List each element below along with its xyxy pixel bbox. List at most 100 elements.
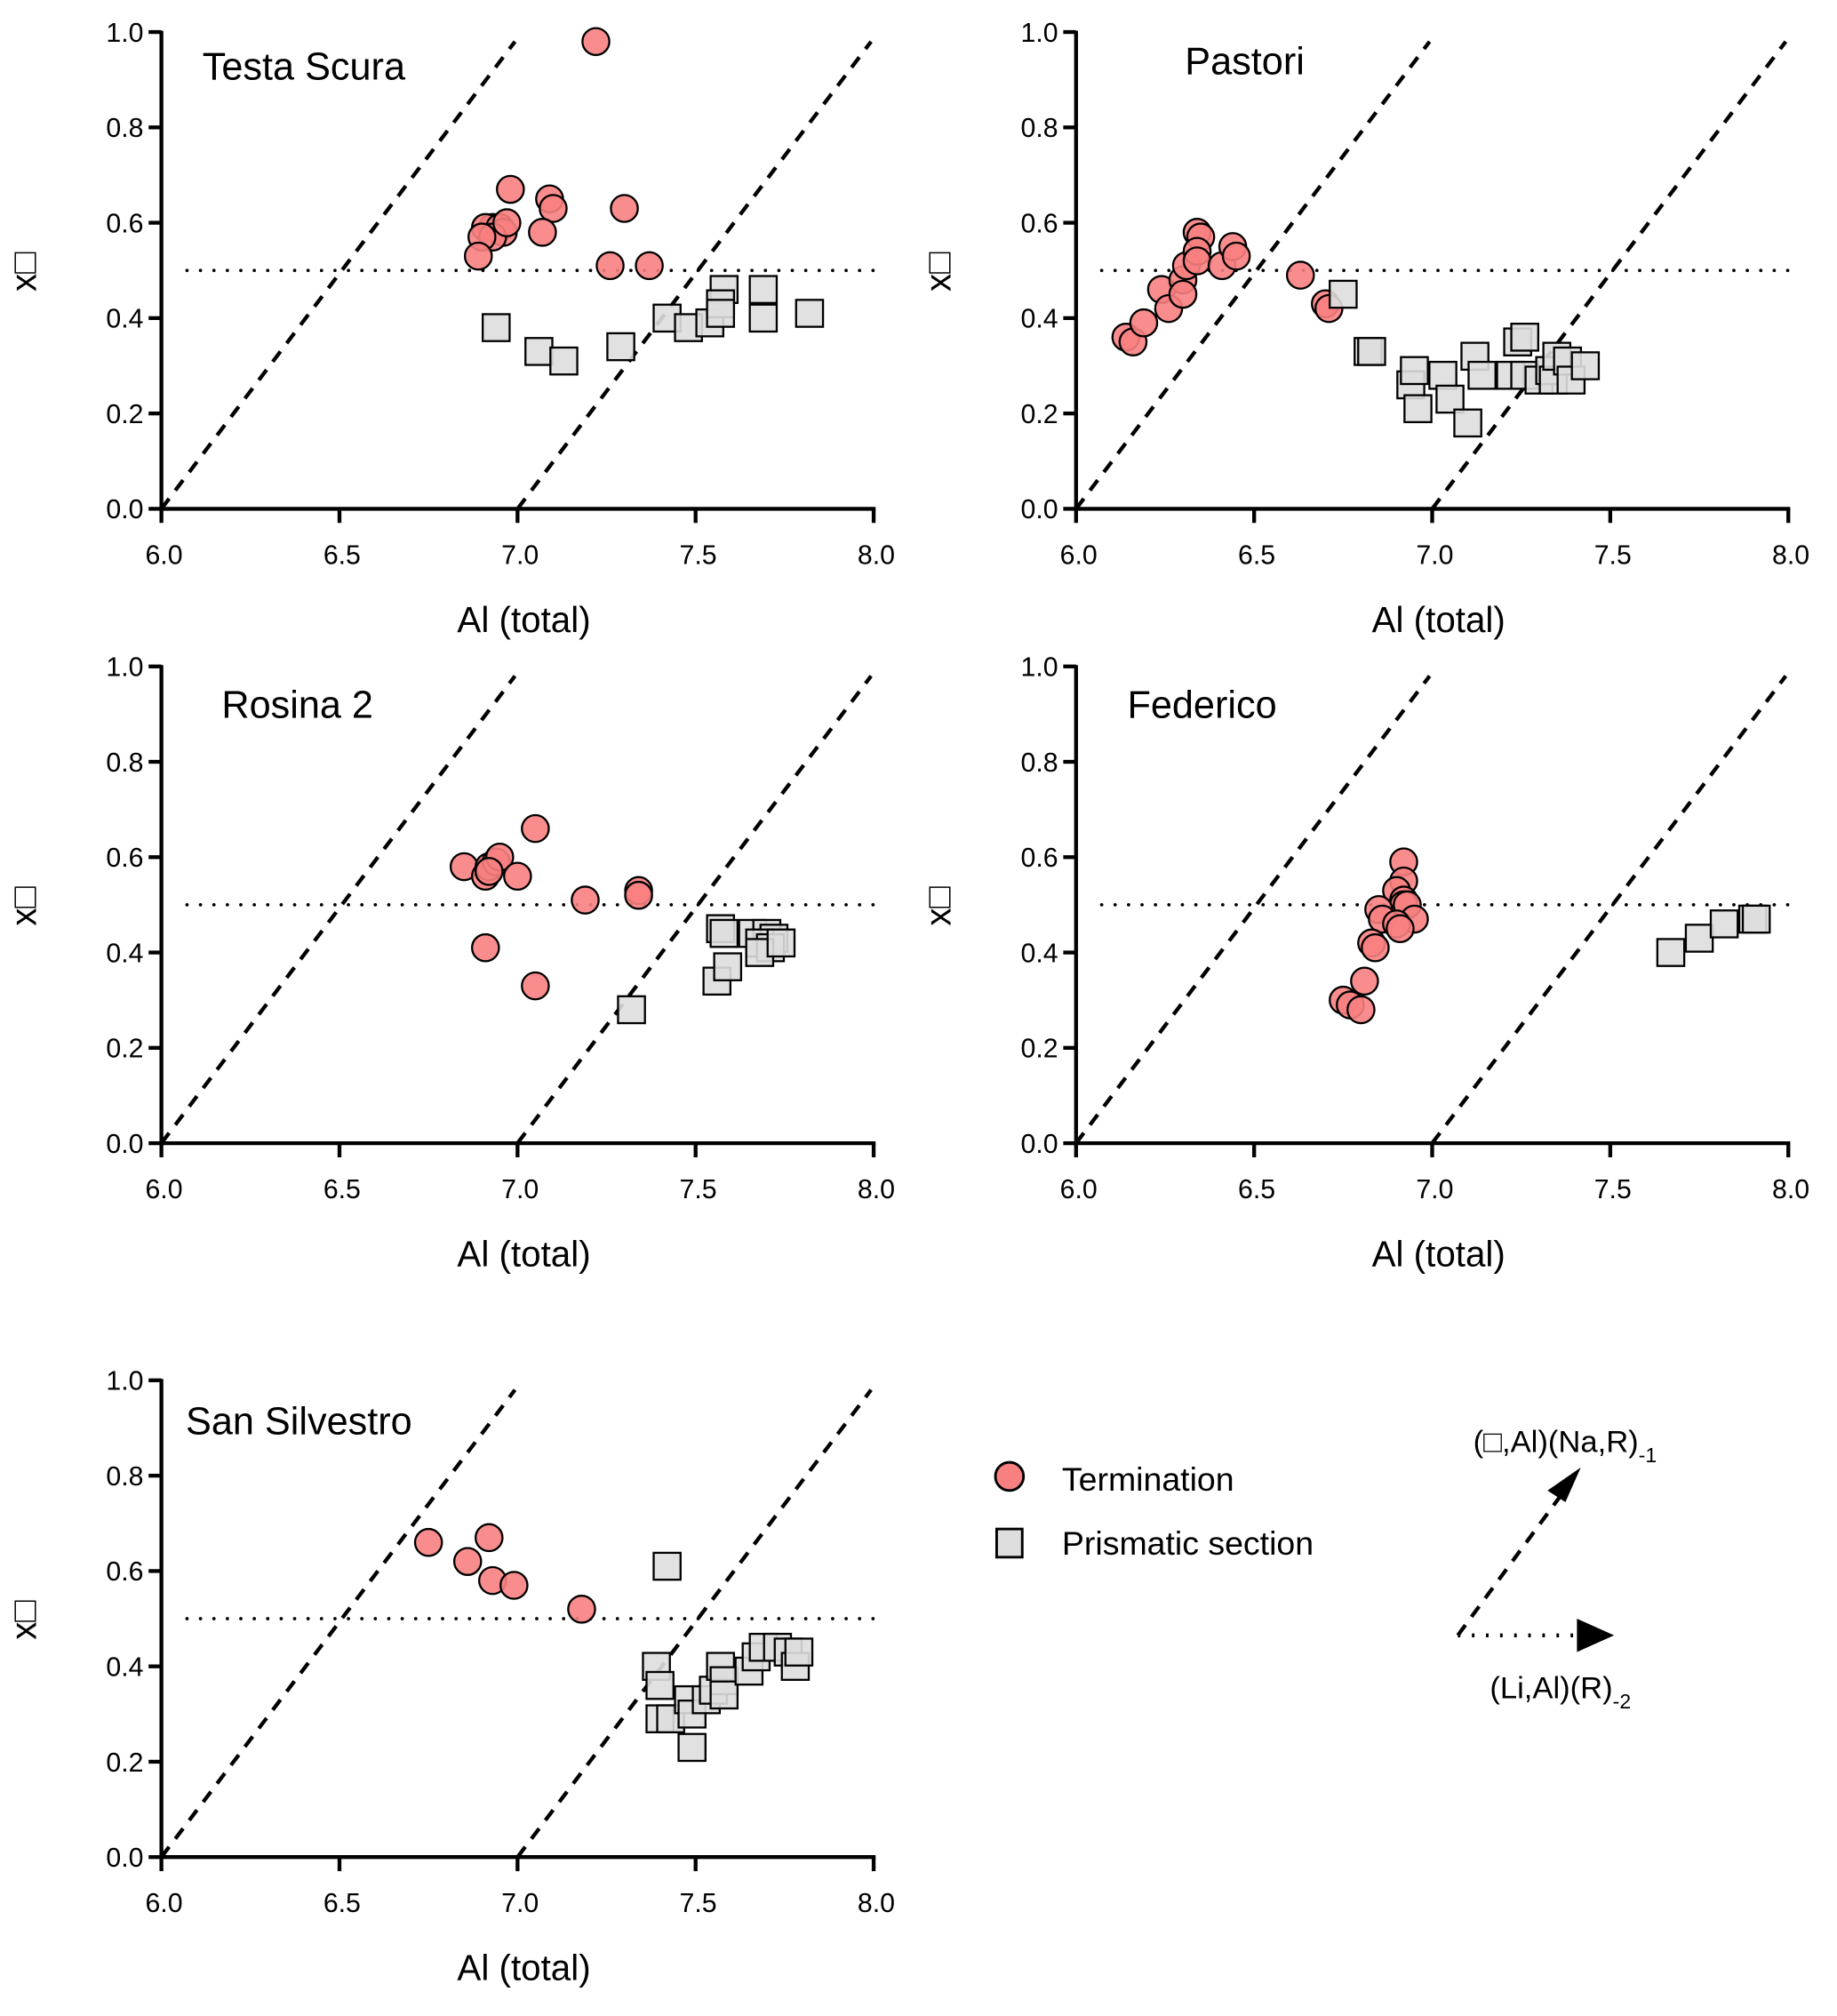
point-prismatic xyxy=(652,1551,682,1581)
legend-marker-termination xyxy=(994,1460,1026,1492)
y-tick-label: 1.0 xyxy=(1021,653,1058,683)
point-termination xyxy=(635,251,664,281)
reference-line-dashed-1 xyxy=(1074,675,1432,1145)
x-tick-label: 7.5 xyxy=(1594,540,1632,570)
panel-rosina-2: 0.0 0.2 0.4 0.6 0.8 1.0 6.0 6.5 7.0 7.5 8.0 Al (tot… xyxy=(3,653,895,1275)
point-prismatic xyxy=(482,313,511,342)
y-tick-label: 0.4 xyxy=(106,1652,143,1682)
y-axis-label: x□ xyxy=(918,252,959,292)
y-tick-label: 0.4 xyxy=(106,939,143,968)
point-prismatic xyxy=(709,918,739,948)
y-tick-label: 0.2 xyxy=(106,400,143,429)
y-tick-label: 0.8 xyxy=(106,1462,143,1492)
panels: 0.0 0.2 0.4 0.6 0.8 1.0 6.0 6.5 7.0 7.5 8.0 Al (tot… xyxy=(3,19,1809,1988)
reference-line-dashed-2 xyxy=(515,1388,873,1859)
point-prismatic xyxy=(606,332,635,362)
y-tick-label: 0.0 xyxy=(106,495,143,524)
panel-title: Rosina 2 xyxy=(221,684,373,726)
point-prismatic xyxy=(524,337,554,366)
point-prismatic xyxy=(617,995,646,1025)
point-termination xyxy=(499,1571,529,1600)
y-tick-label: 0.8 xyxy=(106,748,143,778)
vector-dotted-label-text: (Li,Al)(R) xyxy=(1490,1671,1612,1705)
vector-dotted-label-sub: -2 xyxy=(1613,1690,1631,1713)
point-termination xyxy=(1361,932,1390,963)
point-termination xyxy=(1221,241,1251,271)
point-termination xyxy=(1129,308,1159,338)
reference-line-dashed-1 xyxy=(159,40,517,510)
point-prismatic xyxy=(1570,351,1601,380)
point-prismatic xyxy=(1510,323,1539,352)
x-tick-label: 6.0 xyxy=(145,540,182,570)
y-tick-label: 0.6 xyxy=(1021,209,1058,238)
point-termination xyxy=(624,880,653,910)
reference-line-dashed-2 xyxy=(1430,40,1788,510)
point-termination xyxy=(595,251,625,281)
x-tick-label: 6.5 xyxy=(1238,1175,1275,1204)
point-termination xyxy=(1168,279,1198,309)
point-prismatic xyxy=(706,299,736,328)
point-termination xyxy=(1386,914,1415,944)
point-termination xyxy=(567,1595,596,1624)
legend-marker-prismatic xyxy=(994,1527,1024,1559)
panel-title: Federico xyxy=(1127,684,1276,726)
point-termination xyxy=(1182,246,1212,276)
point-termination xyxy=(492,208,522,237)
y-tick-label: 0.0 xyxy=(106,1844,143,1873)
panel-federico: 0.0 0.2 0.4 0.6 0.8 1.0 6.0 6.5 7.0 7.5 8.0 Al (tot… xyxy=(918,653,1810,1275)
x-tick-label: 6.0 xyxy=(145,1889,182,1918)
point-prismatic xyxy=(1329,279,1358,309)
point-termination xyxy=(474,857,504,886)
y-tick-label: 0.0 xyxy=(106,1130,143,1159)
point-prismatic xyxy=(549,346,579,376)
y-tick-label: 0.4 xyxy=(1021,939,1058,968)
x-tick-label: 6.0 xyxy=(145,1175,182,1204)
reference-line-dashed-1 xyxy=(159,675,517,1145)
y-tick-label: 0.6 xyxy=(106,1557,143,1587)
vector-dashed-label-text: (□,Al)(Na,R) xyxy=(1474,1426,1639,1460)
point-prismatic xyxy=(1403,394,1433,424)
point-prismatic xyxy=(709,1680,739,1710)
point-prismatic xyxy=(1467,360,1497,390)
x-tick-label: 7.5 xyxy=(680,1175,717,1204)
y-tick-label: 0.0 xyxy=(1021,495,1058,524)
point-termination xyxy=(413,1527,443,1557)
y-tick-label: 1.0 xyxy=(106,1367,143,1396)
x-axis-label: Al (total) xyxy=(457,1948,590,1988)
y-tick-label: 1.0 xyxy=(106,19,143,48)
substitution-vectors: (□,Al)(Na,R)-1 (Li,Al)(R)-2 xyxy=(1456,1426,1657,1713)
panel-title: Testa Scura xyxy=(203,45,406,88)
y-tick-label: 0.8 xyxy=(1021,748,1058,778)
y-axis-label: x□ xyxy=(3,1600,44,1640)
point-termination xyxy=(571,885,600,915)
point-prismatic xyxy=(713,952,743,981)
y-tick-label: 1.0 xyxy=(1021,19,1058,48)
x-tick-label: 6.5 xyxy=(1238,540,1275,570)
panel-pastori: 0.0 0.2 0.4 0.6 0.8 1.0 6.0 6.5 7.0 7.5 8.0 Al (tot… xyxy=(918,19,1810,640)
y-tick-label: 0.8 xyxy=(1021,114,1058,143)
reference-line-dashed-2 xyxy=(515,675,873,1145)
point-prismatic xyxy=(1435,384,1465,414)
x-axis-label: Al (total) xyxy=(1372,1234,1506,1275)
y-tick-label: 0.0 xyxy=(1021,1130,1058,1159)
x-tick-label: 6.5 xyxy=(323,540,361,570)
y-tick-label: 0.8 xyxy=(106,114,143,143)
point-termination xyxy=(474,1523,504,1553)
reference-line-dashed-2 xyxy=(1430,675,1788,1145)
x-tick-label: 8.0 xyxy=(1772,540,1809,570)
reference-line-dashed-1 xyxy=(159,1388,517,1859)
vector-dotted-label: (Li,Al)(R)-2 xyxy=(1490,1671,1631,1713)
x-tick-label: 7.0 xyxy=(501,540,539,570)
y-axis-label: x□ xyxy=(3,885,44,925)
panel-title: Pastori xyxy=(1185,41,1305,84)
x-tick-label: 6.0 xyxy=(1060,1175,1098,1204)
y-tick-label: 0.4 xyxy=(106,305,143,334)
point-termination xyxy=(539,194,568,223)
x-axis-label: Al (total) xyxy=(457,599,590,640)
y-tick-label: 0.6 xyxy=(106,844,143,873)
point-termination xyxy=(470,932,500,963)
x-tick-label: 6.0 xyxy=(1060,540,1098,570)
point-prismatic xyxy=(1453,408,1482,438)
y-tick-label: 0.2 xyxy=(1021,400,1058,429)
